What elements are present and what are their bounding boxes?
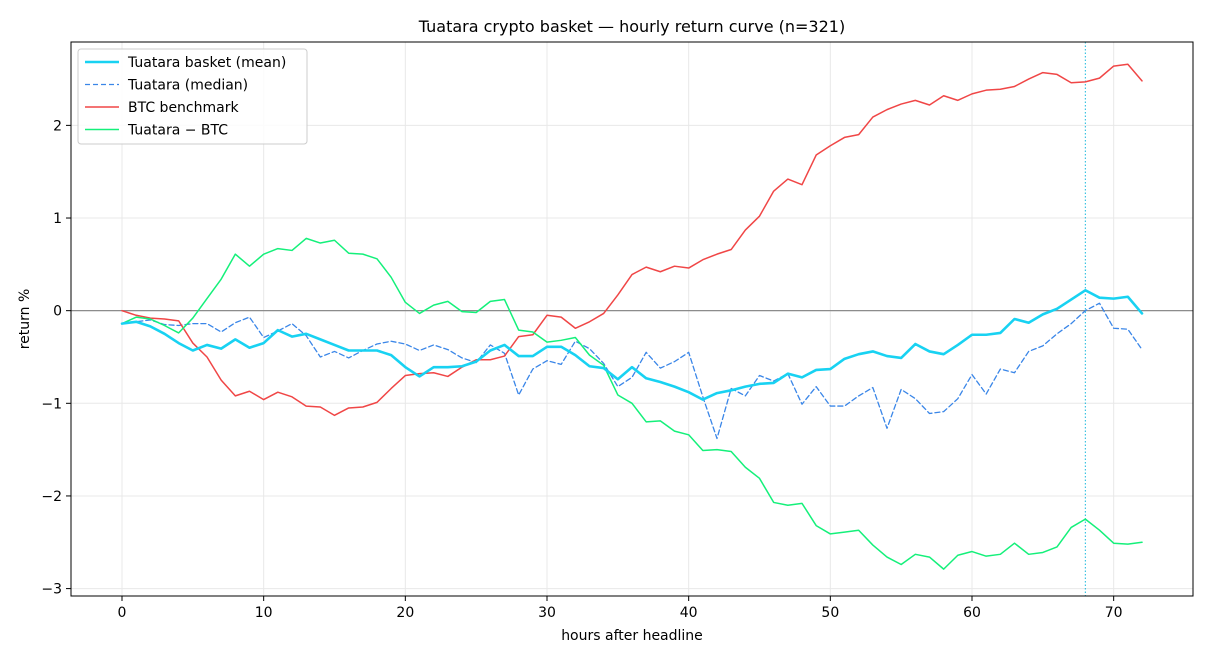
x-axis-label: hours after headline [561, 628, 703, 644]
series-line-2 [121, 302, 1143, 440]
series-lines [120, 63, 1144, 570]
y-tick-label: −3 [41, 582, 62, 598]
x-tick-label: 20 [396, 605, 414, 621]
legend-label: Tuatara − BTC [127, 123, 228, 139]
y-tick-label: 1 [53, 211, 62, 227]
y-axis-ticks: −3 −2 −1 0 1 2 [41, 118, 71, 598]
x-tick-label: 70 [1105, 605, 1123, 621]
legend-label: Tuatara basket (mean) [127, 55, 286, 71]
x-tick-label: 10 [255, 605, 273, 621]
series-line-1 [120, 288, 1144, 401]
y-tick-label: 2 [53, 118, 62, 134]
reference-lines [71, 42, 1193, 596]
x-tick-label: 50 [821, 605, 839, 621]
legend-label: Tuatara (median) [127, 78, 248, 94]
series-line-3 [121, 63, 1143, 417]
x-axis-ticks: 0 10 20 30 40 50 60 70 [118, 596, 1123, 621]
plot-frame [70, 41, 1194, 597]
x-tick-label: 40 [680, 605, 698, 621]
x-tick-label: 60 [963, 605, 981, 621]
legend-label: BTC benchmark [128, 100, 239, 116]
y-axis-label: return % [17, 289, 33, 350]
legend-box [77, 48, 308, 145]
y-tick-label: −2 [41, 489, 62, 505]
series-line-4 [121, 237, 1143, 570]
x-tick-label: 0 [118, 605, 127, 621]
y-tick-label: −1 [41, 396, 62, 412]
x-tick-label: 30 [538, 605, 556, 621]
legend: Tuatara basket (mean) Tuatara (median) BTC… [77, 48, 308, 145]
chart-title: Tuatara crypto basket — hourly return cu… [418, 17, 845, 36]
y-tick-label: 0 [53, 304, 62, 320]
